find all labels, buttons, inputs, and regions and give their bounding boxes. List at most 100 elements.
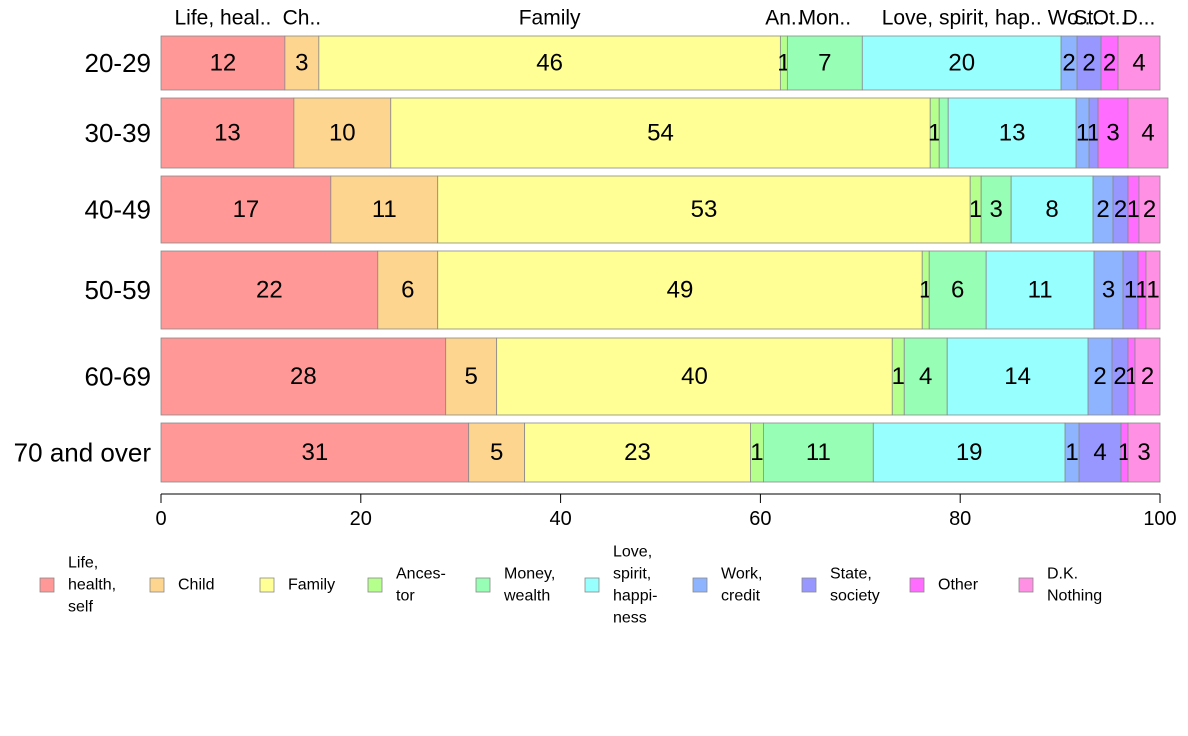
data-label: 1 [892, 363, 905, 390]
top-category-labels: Life, heal.. Ch.. Family An..Mon.. Love, spi… [174, 7, 1155, 30]
legend-swatch [475, 577, 491, 593]
top-category-label: Family [519, 7, 581, 30]
data-label: 8 [1045, 196, 1058, 223]
data-label: 2 [1062, 50, 1075, 77]
bar-segment [903, 337, 948, 416]
data-label: 31 [301, 439, 328, 466]
data-label: 1 [1076, 120, 1089, 147]
data-label: 2 [1096, 196, 1109, 223]
legend-swatch [367, 577, 383, 593]
data-label: 2 [1103, 50, 1116, 77]
bar-segment [437, 250, 923, 330]
legend-label: tor [396, 588, 415, 605]
data-label: 5 [465, 363, 478, 390]
data-label: 4 [1141, 120, 1154, 147]
data-label: 3 [295, 50, 308, 77]
legend-swatch [584, 577, 600, 593]
legend-label: Life, [68, 555, 98, 572]
data-label: 11 [1028, 277, 1053, 304]
x-axis: 0 20 40 60 80 100 [155, 493, 1177, 530]
top-category-label: Love, spirit, hap.. [882, 7, 1042, 30]
legend: Life, health, self Child Family Ances-tor Mone… [39, 544, 1102, 627]
data-label: 49 [667, 277, 694, 304]
data-label: 6 [951, 277, 964, 304]
data-label: 2 [1093, 363, 1106, 390]
bar-segment [1145, 250, 1161, 330]
row-labels: 20-29 30-39 40-49 50-59 60-69 70 and over [14, 48, 152, 468]
top-category-label: An.. [765, 7, 802, 30]
bar-segment [160, 250, 379, 330]
bar-segment [496, 337, 893, 416]
bar-segment [318, 35, 781, 91]
bar-segment [872, 422, 1066, 483]
data-label: 1 [1087, 120, 1100, 147]
data-label: 54 [647, 120, 674, 147]
data-label: 17 [233, 196, 260, 223]
bar-segment [437, 175, 971, 244]
legend-label: D.K. [1047, 566, 1078, 583]
plot-area: 12 3 46 1 7 20 2 2 2 413 10 54 1 13 11 3 417 11 53 1 3 8 2 2 1 22… [160, 35, 1169, 483]
bar-segment [946, 337, 1089, 416]
legend-swatch [259, 577, 275, 593]
data-label: 53 [691, 196, 718, 223]
legend-label: Love, [613, 544, 652, 561]
bar-segment [160, 35, 286, 91]
data-label: 4 [919, 363, 932, 390]
data-label: 2 [1082, 50, 1095, 77]
bar-segment [1134, 337, 1161, 416]
data-label: 13 [214, 120, 241, 147]
row-label: 50-59 [85, 275, 152, 305]
data-label: 3 [1102, 277, 1115, 304]
legend-label: health, [68, 577, 116, 594]
data-label: 23 [624, 439, 651, 466]
data-label: 4 [1093, 439, 1106, 466]
legend-swatch [39, 577, 55, 593]
bar-segment [928, 250, 987, 330]
row-label: 40-49 [85, 195, 152, 225]
top-category-label: Mon.. [799, 7, 852, 30]
data-label: 1 [969, 196, 982, 223]
bar-segment [293, 97, 392, 169]
row-label: 30-39 [85, 118, 152, 148]
data-label: 12 [210, 50, 237, 77]
bar-segment [1078, 422, 1122, 483]
bar-segment [980, 175, 1012, 244]
x-tick-label: 80 [949, 508, 971, 530]
legend-label: State, [830, 566, 872, 583]
x-tick-label: 100 [1143, 508, 1176, 530]
bar-segment [1097, 97, 1129, 169]
bar-segment [1127, 97, 1169, 169]
legend-label: Ances- [396, 566, 446, 583]
data-label: 11 [372, 196, 397, 223]
data-label: 20 [948, 50, 975, 77]
data-label: 1 [1065, 439, 1078, 466]
legend-label: happi- [613, 588, 657, 605]
data-label: 14 [1004, 363, 1031, 390]
data-label: 1 [928, 120, 941, 147]
data-label: 2 [1143, 196, 1156, 223]
bar-segment [938, 97, 949, 169]
bar-segment [1127, 422, 1161, 483]
legend-label: society [830, 588, 880, 605]
top-category-label: Ch.. [283, 7, 322, 30]
data-label: 13 [999, 120, 1026, 147]
bar-segment [947, 97, 1077, 169]
bar-segment [524, 422, 751, 483]
bar-segment [1138, 175, 1161, 244]
data-label: 7 [818, 50, 831, 77]
data-label: 2 [1141, 363, 1154, 390]
data-label: 46 [536, 50, 563, 77]
data-label: 3 [989, 196, 1002, 223]
bar-segment [160, 422, 470, 483]
bar-segment [1093, 250, 1124, 330]
data-label: 5 [490, 439, 503, 466]
bar-segment [861, 35, 1062, 91]
x-tick-label: 60 [749, 508, 771, 530]
top-category-label: Wo.. [1048, 7, 1091, 30]
x-tick-label: 40 [549, 508, 571, 530]
data-label: 1 [1124, 277, 1137, 304]
legend-swatch [1018, 577, 1034, 593]
bar-segment [1010, 175, 1094, 244]
bar-segment [762, 422, 874, 483]
